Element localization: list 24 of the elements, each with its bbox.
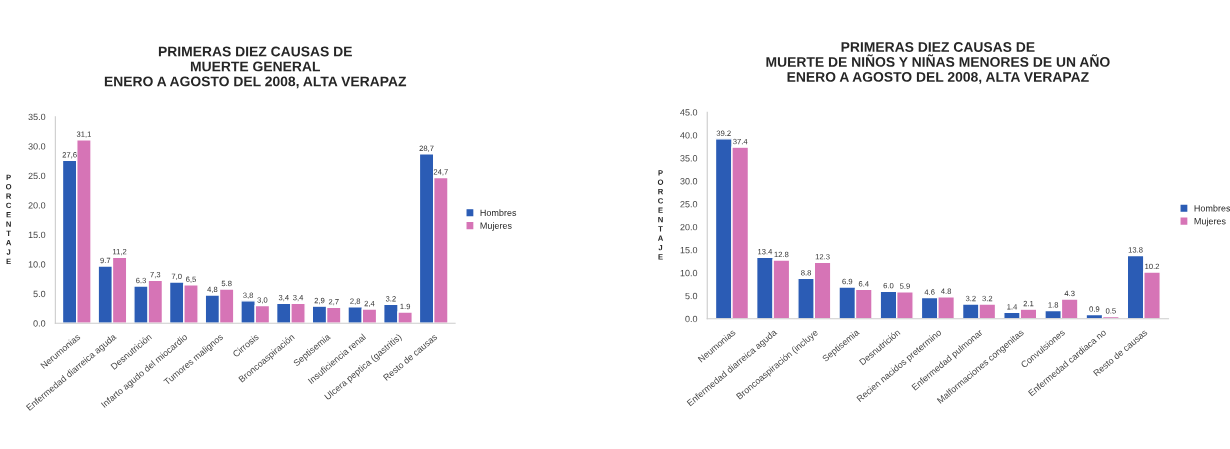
- y-tick-label: 10.0: [28, 261, 46, 268]
- y-tick-label: 45.0: [680, 109, 698, 116]
- y-tick-label: 15.0: [28, 231, 46, 239]
- legend-label: Hombres: [480, 209, 517, 216]
- y-tick-label: 40.0: [680, 132, 698, 139]
- y-tick-label: 20.0: [28, 202, 46, 209]
- y-tick-label: 0.0: [685, 315, 698, 323]
- y-tick-label: 30.0: [680, 178, 698, 185]
- y-tick-label: 10.0: [680, 269, 698, 277]
- legend-label: Mujeres: [480, 222, 512, 231]
- y-tick-label: 35.0: [28, 113, 46, 121]
- y-tick-label: 5.0: [685, 292, 698, 300]
- chart-title: PRIMERAS DIEZ CAUSAS DE MUERTE GENERAL ENERO A AGOSTO DEL 2008, ALTA VERAPAZ: [104, 46, 407, 89]
- y-tick-label: 20.0: [680, 223, 698, 231]
- y-tick-label: 30.0: [28, 143, 46, 150]
- legend-label: Mujeres: [1194, 217, 1226, 227]
- y-tick-label: 15.0: [680, 246, 698, 254]
- y-tick-label: 5.0: [33, 290, 46, 298]
- y-tick-label: 25.0: [28, 172, 46, 180]
- legend-label: Hombres: [1194, 204, 1230, 212]
- y-tick-label: 0.0: [33, 320, 46, 327]
- y-tick-label: 25.0: [680, 201, 698, 208]
- y-tick-label: 35.0: [680, 155, 698, 162]
- chart-title: PRIMERAS DIEZ CAUSAS DE MUERTE DE NIÑOS Y NIÑAS MENORES DE UN AÑO ENERO A AGOSTO DEL 2008, ALTA VERAPAZ: [766, 42, 1110, 84]
